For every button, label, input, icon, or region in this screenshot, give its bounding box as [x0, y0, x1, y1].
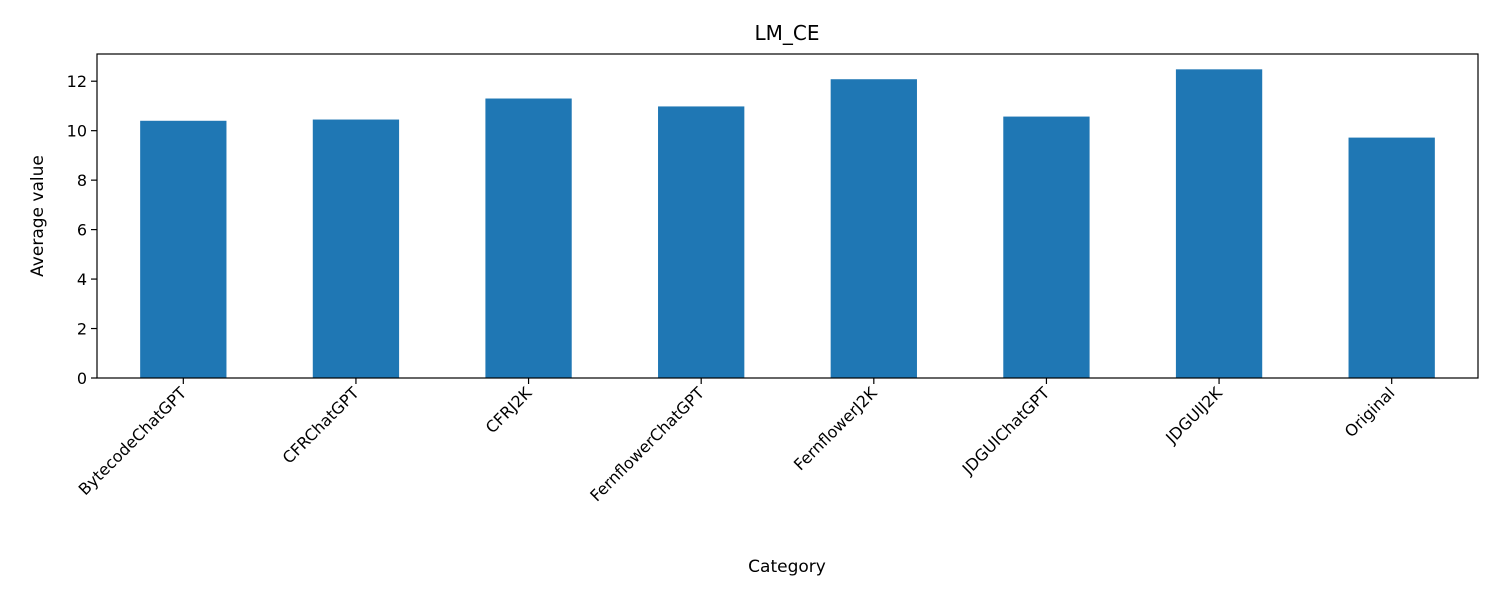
bar-BytecodeChatGPT — [140, 120, 227, 378]
x-tick-label: FernflowerChatGPT — [586, 383, 708, 505]
x-tick-label: Original — [1341, 383, 1399, 441]
bar-FernflowerChatGPT — [658, 106, 745, 378]
x-axis-label: Category — [748, 557, 826, 577]
bar-CFRChatGPT — [312, 119, 400, 378]
y-axis-ticks: 0 2 4 6 8 10 12 — [67, 72, 97, 388]
bar-JDGUIChatGPT — [1003, 116, 1090, 379]
plot-frame — [96, 53, 1479, 379]
x-tick-label: BytecodeChatGPT — [75, 383, 191, 499]
y-tick-label: 4 — [77, 270, 87, 289]
y-tick-label: 10 — [67, 122, 87, 141]
bar-CFRJ2K — [485, 98, 572, 379]
y-tick-label: 2 — [77, 320, 87, 339]
y-axis-label: Average value — [28, 155, 48, 277]
x-tick-label: JDGUIChatGPT — [958, 383, 1054, 479]
x-axis-ticks: BytecodeChatGPT CFRChatGPT CFRJ2K Fernflowe… — [75, 378, 1399, 505]
y-tick-label: 8 — [77, 171, 87, 190]
y-tick-label: 0 — [77, 369, 87, 388]
bar-JDGUIJ2K — [1175, 69, 1263, 378]
bars-group — [140, 69, 1435, 379]
y-tick-label: 12 — [67, 72, 87, 91]
x-tick-label: CFRJ2K — [482, 383, 536, 437]
x-tick-label: CFRChatGPT — [279, 383, 363, 467]
bar-FernflowerJ2K — [830, 79, 917, 378]
bar-Original — [1348, 137, 1435, 378]
y-tick-label: 6 — [77, 221, 87, 240]
chart-title: LM_CE — [755, 21, 820, 45]
x-tick-label: JDGUIJ2K — [1161, 383, 1226, 448]
x-tick-label: FernflowerJ2K — [790, 383, 881, 474]
